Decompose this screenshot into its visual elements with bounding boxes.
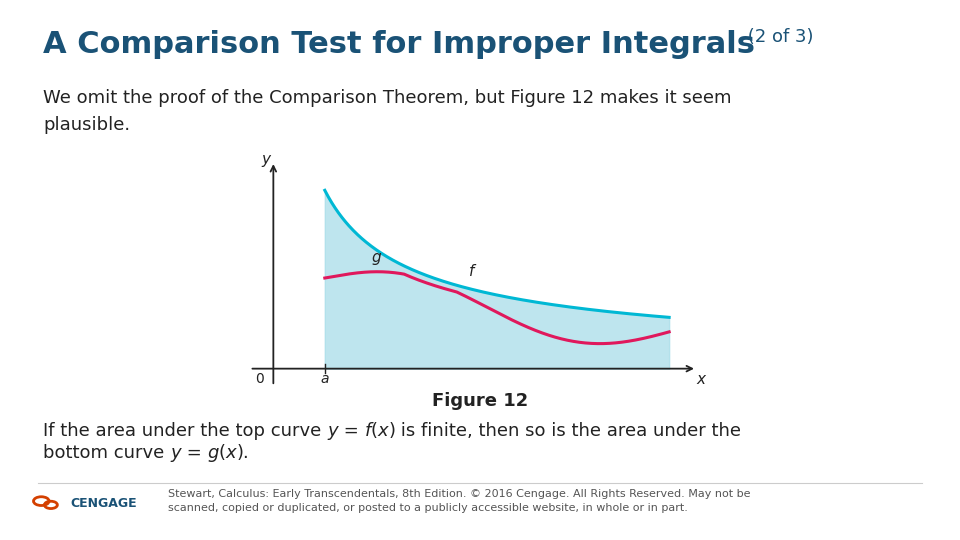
Text: ): ) [389, 422, 396, 440]
Text: A Comparison Test for Improper Integrals: A Comparison Test for Improper Integrals [43, 30, 756, 59]
Text: ).: ). [236, 444, 249, 462]
Text: =: = [338, 422, 365, 440]
Text: x: x [696, 372, 706, 387]
Text: g: g [207, 444, 219, 462]
Text: y: y [262, 152, 271, 167]
Text: We omit the proof of the Comparison Theorem, but Figure 12 makes it seem
plausib: We omit the proof of the Comparison Theo… [43, 89, 732, 133]
Text: If the area under the top curve: If the area under the top curve [43, 422, 327, 440]
Text: Stewart, Calculus: Early Transcendentals, 8th Edition. © 2016 Cengage. All Right: Stewart, Calculus: Early Transcendentals… [168, 489, 751, 512]
Text: CENGAGE: CENGAGE [70, 497, 136, 510]
Text: x: x [377, 422, 389, 440]
Text: a: a [321, 372, 329, 386]
Text: Figure 12: Figure 12 [432, 392, 528, 409]
Text: (2 of 3): (2 of 3) [742, 28, 813, 46]
Text: (: ( [371, 422, 377, 440]
Text: x: x [226, 444, 236, 462]
Text: bottom curve: bottom curve [43, 444, 170, 462]
Text: g: g [372, 249, 381, 265]
Text: f: f [365, 422, 371, 440]
Text: =: = [180, 444, 207, 462]
Text: (: ( [219, 444, 226, 462]
Text: y: y [170, 444, 180, 462]
Text: 0: 0 [255, 372, 264, 386]
Text: is finite, then so is the area under the: is finite, then so is the area under the [396, 422, 741, 440]
Text: y: y [327, 422, 338, 440]
Text: f: f [468, 265, 474, 280]
